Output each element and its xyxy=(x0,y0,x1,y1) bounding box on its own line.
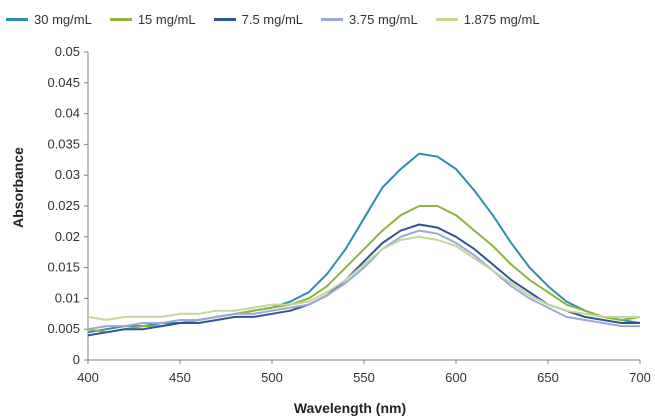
x-tick-label: 500 xyxy=(261,370,283,385)
legend-swatch-1-875 xyxy=(435,17,458,21)
y-tick-label: 0.015 xyxy=(47,260,80,275)
y-tick-label: 0.02 xyxy=(55,229,80,244)
legend-swatch-15 xyxy=(109,17,132,21)
x-tick-label: 550 xyxy=(353,370,375,385)
legend-label-7-5: 7.5 mg/mL xyxy=(241,11,304,27)
y-tick-label: 0.01 xyxy=(55,290,80,305)
legend-label-3-75: 3.75 mg/mL xyxy=(349,11,418,27)
y-tick-label: 0.04 xyxy=(55,106,80,121)
legend-label-1-875: 1.875 mg/mL xyxy=(463,11,540,27)
legend-item-1-875: 1.875 mg/mL xyxy=(435,11,540,27)
y-tick-label: 0.05 xyxy=(55,44,80,59)
legend-item-15: 15 mg/mL xyxy=(109,11,196,27)
y-tick-label: 0.025 xyxy=(47,198,80,213)
chart-legend: 30 mg/mL 15 mg/mL 7.5 mg/mL 3.75 mg/mL 1… xyxy=(0,8,655,30)
chart-axes xyxy=(84,51,641,364)
y-tick-label: 0.045 xyxy=(47,75,80,90)
x-tick-label: 700 xyxy=(629,370,651,385)
x-tick-labels: 400 450 500 550 600 650 700 xyxy=(77,370,651,385)
x-tick-label: 600 xyxy=(445,370,467,385)
y-tick-label: 0.035 xyxy=(47,136,80,151)
series-lines xyxy=(87,152,641,337)
legend-swatch-7-5 xyxy=(213,17,236,21)
legend-label-15: 15 mg/mL xyxy=(137,11,196,27)
legend-swatch-3-75 xyxy=(321,17,344,21)
y-tick-label: 0.005 xyxy=(47,321,80,336)
y-tick-labels: 0 0.005 0.01 0.015 0.02 0.025 0.03 0.035 0.04 0.0… xyxy=(47,44,80,367)
series-line-2 xyxy=(87,223,640,337)
series-line-0 xyxy=(87,152,641,334)
legend-item-3-75: 3.75 mg/mL xyxy=(321,12,418,27)
y-tick-label: 0.03 xyxy=(55,167,80,182)
x-tick-label: 400 xyxy=(77,370,99,385)
x-axis-label: Wavelength (nm) xyxy=(293,400,407,416)
legend-label-30: 30 mg/mL xyxy=(34,11,92,27)
legend-item-30: 30 mg/mL xyxy=(6,12,92,27)
legend-item-7-5: 7.5 mg/mL xyxy=(213,11,304,27)
y-tick-label: 0 xyxy=(73,352,80,367)
series-line-3 xyxy=(87,229,640,331)
series-line-4 xyxy=(87,235,640,321)
y-axis-label: Absorbance xyxy=(10,147,26,228)
x-tick-label: 450 xyxy=(169,370,191,385)
legend-swatch-30 xyxy=(6,17,28,21)
x-tick-label: 650 xyxy=(537,370,559,385)
